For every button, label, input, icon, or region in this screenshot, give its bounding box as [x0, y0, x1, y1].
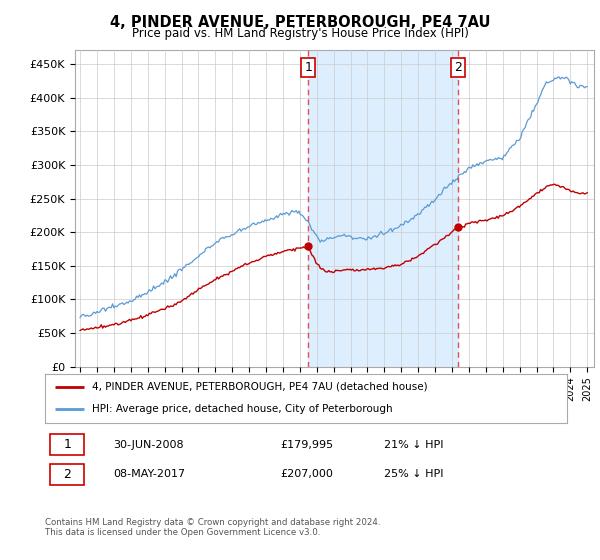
FancyBboxPatch shape: [50, 464, 84, 485]
Bar: [308, 50, 458, 367]
Text: Contains HM Land Registry data © Crown copyright and database right 2024.
This d: Contains HM Land Registry data © Crown c…: [45, 518, 380, 538]
Text: 4, PINDER AVENUE, PETERBOROUGH, PE4 7AU: 4, PINDER AVENUE, PETERBOROUGH, PE4 7AU: [110, 15, 490, 30]
Text: 1: 1: [304, 60, 312, 74]
Text: HPI: Average price, detached house, City of Peterborough: HPI: Average price, detached house, City…: [92, 404, 392, 414]
Text: 25% ↓ HPI: 25% ↓ HPI: [385, 469, 444, 479]
Text: Price paid vs. HM Land Registry's House Price Index (HPI): Price paid vs. HM Land Registry's House …: [131, 27, 469, 40]
Text: 4, PINDER AVENUE, PETERBOROUGH, PE4 7AU (detached house): 4, PINDER AVENUE, PETERBOROUGH, PE4 7AU …: [92, 382, 428, 392]
Text: 2: 2: [64, 468, 71, 481]
Text: 2: 2: [454, 60, 462, 74]
Text: 30-JUN-2008: 30-JUN-2008: [113, 440, 184, 450]
FancyBboxPatch shape: [50, 434, 84, 455]
Text: £179,995: £179,995: [280, 440, 333, 450]
Text: 21% ↓ HPI: 21% ↓ HPI: [385, 440, 444, 450]
Text: 08-MAY-2017: 08-MAY-2017: [113, 469, 185, 479]
Text: £207,000: £207,000: [280, 469, 333, 479]
Text: 1: 1: [64, 438, 71, 451]
